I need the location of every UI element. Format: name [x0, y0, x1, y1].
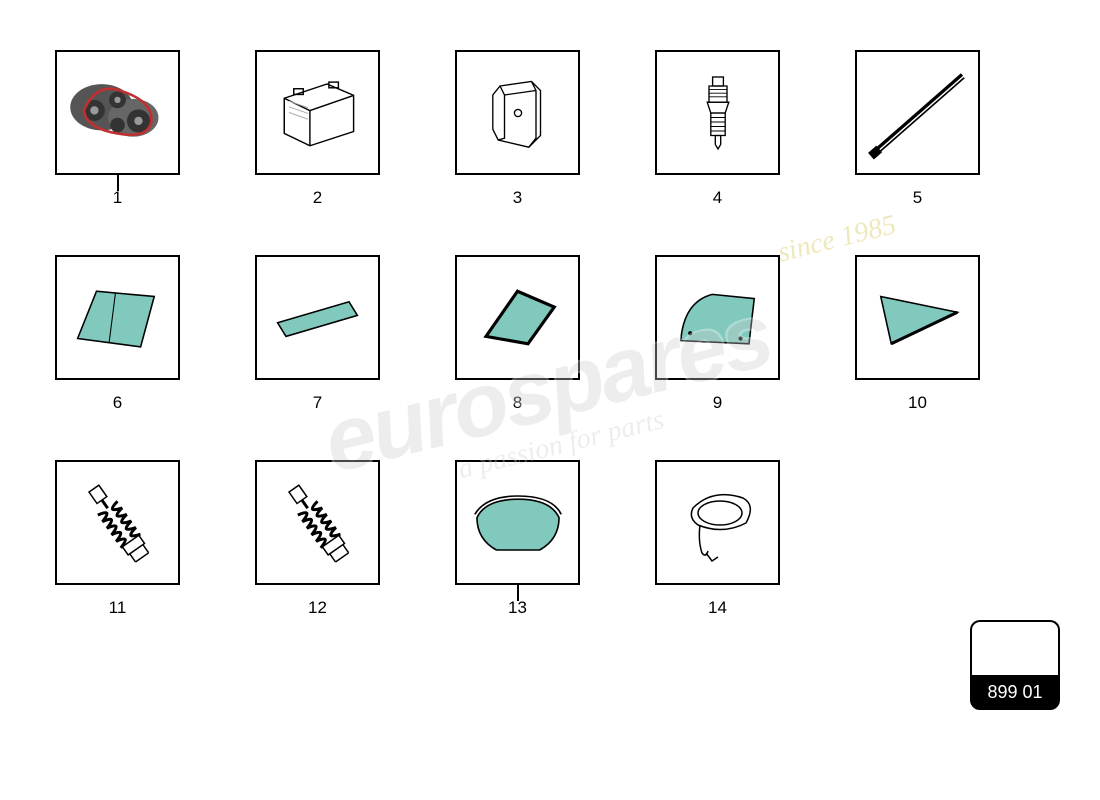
part-number: 7 [313, 393, 322, 413]
part-cell-3: 3 [450, 50, 585, 225]
part-cell-11: 11 [50, 460, 185, 635]
door-window-icon [655, 255, 780, 380]
side-window-flat-icon [255, 255, 380, 380]
part-number: 12 [308, 598, 327, 618]
part-cell-7: 7 [250, 255, 385, 430]
quarter-window-b-icon [855, 255, 980, 380]
part-cell-14: 14 [650, 460, 785, 635]
part-number: 1 [113, 188, 122, 208]
part-number: 5 [913, 188, 922, 208]
part-number: 3 [513, 188, 522, 208]
engine-belt-icon [55, 50, 180, 175]
part-cell-13: 13 [450, 460, 585, 635]
windshield-icon [55, 255, 180, 380]
mirror-housing-icon [655, 460, 780, 585]
part-cell-12: 12 [250, 460, 385, 635]
part-number: 11 [109, 598, 127, 618]
part-number: 2 [313, 188, 322, 208]
parts-grid: 1 2 3 4 [50, 50, 985, 635]
part-number: 6 [113, 393, 122, 413]
battery-icon [255, 50, 380, 175]
part-cell-2: 2 [250, 50, 385, 225]
part-number: 13 [508, 598, 527, 618]
rear-window-icon [455, 460, 580, 585]
diagram-code-box: 899 01 [970, 620, 1060, 710]
part-number: 10 [908, 393, 927, 413]
spark-plug-icon [655, 50, 780, 175]
part-cell-1: 1 [50, 50, 185, 225]
part-number: 4 [713, 188, 722, 208]
part-cell-5: 5 [850, 50, 985, 225]
part-cell-4: 4 [650, 50, 785, 225]
part-number: 14 [708, 598, 727, 618]
quarter-window-a-icon [455, 255, 580, 380]
brake-pad-icon [455, 50, 580, 175]
shock-absorber-icon [55, 460, 180, 585]
diagram-code: 899 01 [970, 675, 1060, 710]
part-cell-9: 9 [650, 255, 785, 430]
part-cell-6: 6 [50, 255, 185, 430]
part-cell-8: 8 [450, 255, 585, 430]
part-number: 8 [513, 393, 522, 413]
wiper-blade-icon [855, 50, 980, 175]
shock-absorber-icon [255, 460, 380, 585]
part-number: 9 [713, 393, 722, 413]
part-cell-10: 10 [850, 255, 985, 430]
